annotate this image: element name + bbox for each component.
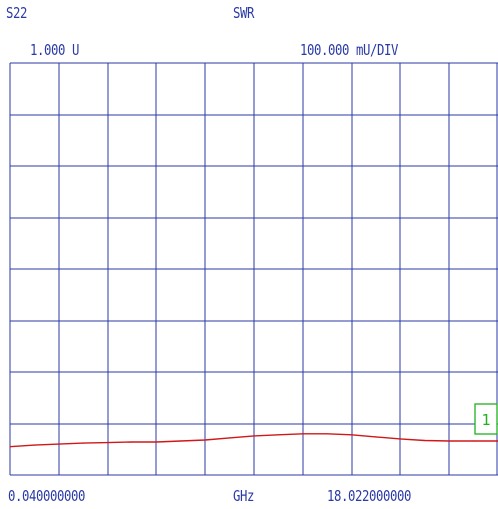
- scale-label: 100.000 mU/DIV: [300, 41, 398, 59]
- trace-layer: [9, 433, 498, 448]
- trace-point: [253, 435, 255, 437]
- trace-point: [82, 442, 84, 444]
- s-parameter-label: S22: [6, 4, 27, 22]
- trace-point: [33, 444, 36, 446]
- trace-point: [302, 433, 304, 435]
- chart-grid: [9, 62, 498, 476]
- trace-point: [448, 440, 450, 442]
- trace-point: [424, 439, 426, 442]
- trace-point: [228, 437, 231, 439]
- trace-point: [375, 436, 377, 438]
- format-label: SWR: [233, 4, 254, 22]
- trace-point: [131, 441, 133, 443]
- trace-point: [351, 434, 353, 436]
- trace-point: [277, 434, 279, 436]
- reference-value-label: 1.000 U: [30, 41, 79, 59]
- reference-marker-box: [474, 403, 498, 435]
- stop-frequency-label: 18.022000000: [327, 487, 411, 505]
- trace-point: [399, 438, 401, 440]
- trace-point: [472, 440, 475, 442]
- trace-point: [180, 440, 182, 442]
- trace-point: [58, 443, 60, 445]
- start-frequency-label: 0.040000000: [8, 487, 85, 505]
- reference-marker-label: 1: [481, 411, 490, 429]
- trace-point: [107, 442, 109, 444]
- trace-point: [326, 433, 328, 435]
- frequency-unit-label: GHz: [233, 487, 254, 505]
- trace-point: [9, 446, 11, 448]
- trace-point: [155, 441, 157, 443]
- reference-marker: 1: [474, 403, 498, 435]
- trace-point: [204, 439, 206, 441]
